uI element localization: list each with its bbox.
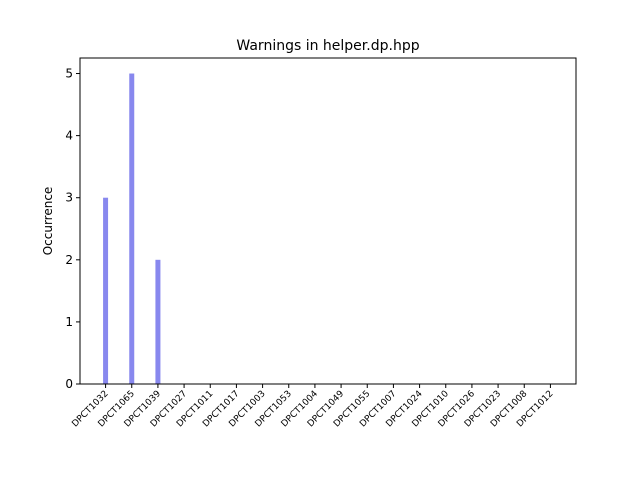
y-tick-label-4: 4 [65,129,73,143]
plot-frame [79,57,577,385]
plot-area: 012345DPCT1032DPCT1065DPCT1039DPCT1027DP… [65,57,577,429]
bar-dpct1039 [155,259,161,384]
y-tick-label-1: 1 [65,315,73,329]
y-tick-label-5: 5 [65,67,73,81]
y-tick-label-3: 3 [65,191,73,205]
bar-dpct1032 [103,197,109,384]
y-axis-label: Occurrence [41,187,55,256]
bar-dpct1065 [129,73,135,385]
chart-title: Warnings in helper.dp.hpp [236,38,419,54]
y-tick-label-2: 2 [65,253,73,267]
y-tick-label-0: 0 [65,377,73,391]
